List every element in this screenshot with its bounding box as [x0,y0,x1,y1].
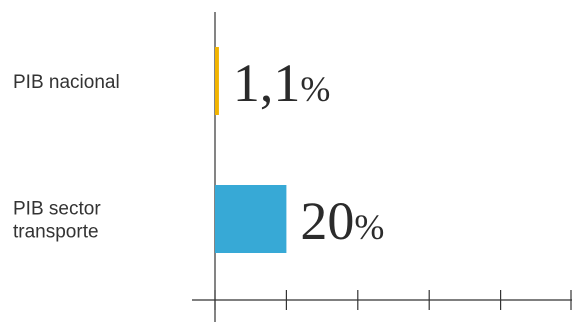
bar-1 [215,185,287,253]
category-label-0: PIB nacional [13,72,120,93]
chart-bars [215,47,287,253]
value-label-1: 20% [300,191,384,251]
chart-labels: PIB nacional 1,1% PIB sector transporte 20% [13,53,384,251]
value-label-0: 1,1% [233,53,331,113]
bar-0 [215,47,219,115]
category-label-1: PIB sector transporte [13,199,101,243]
